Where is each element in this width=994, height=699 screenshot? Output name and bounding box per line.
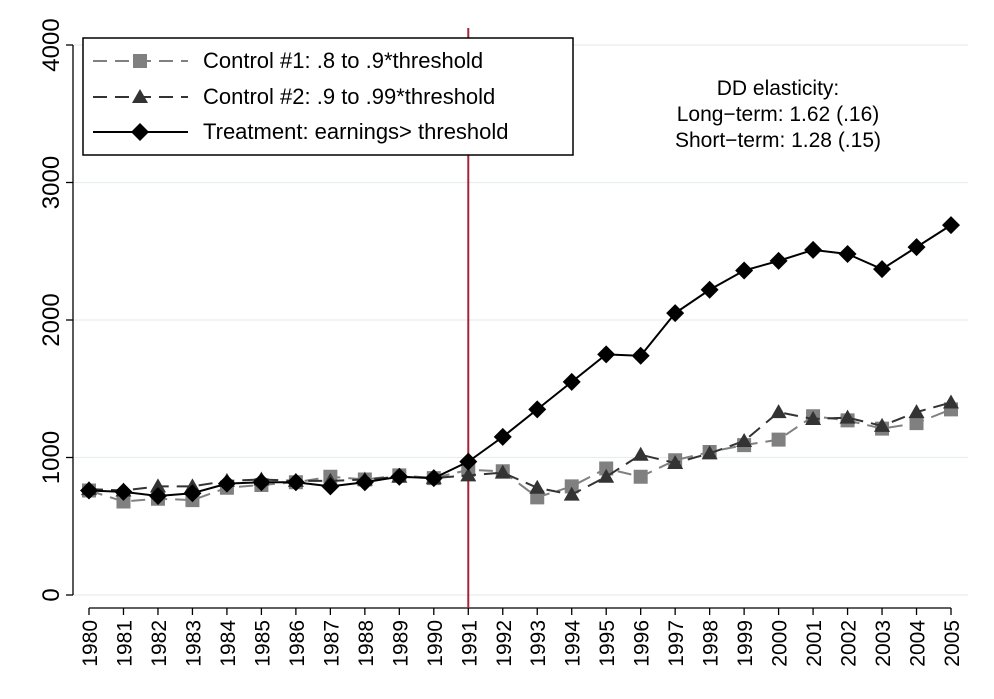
annotation-title: DD elasticity: <box>717 77 840 100</box>
point-treatment-1983 <box>183 484 202 503</box>
y-tick-label-4000: 4000 <box>38 18 65 71</box>
point-control-2-2003 <box>874 417 891 432</box>
series-layer <box>80 28 960 608</box>
annotation: DD elasticity: Long−term: 1.62 (.16) Sho… <box>675 77 881 152</box>
legend-marker-control-1 <box>133 54 147 68</box>
y-tick-label-3000: 3000 <box>38 156 65 209</box>
x-tick-label-1998: 1998 <box>700 620 723 667</box>
point-treatment-2002 <box>838 245 857 263</box>
point-control-2-2005 <box>943 394 959 409</box>
point-control-2-1991 <box>460 467 477 482</box>
point-treatment-1998 <box>700 280 719 299</box>
point-control-2-1995 <box>598 468 615 483</box>
point-treatment-1996 <box>631 346 650 365</box>
point-control-2-2001 <box>805 411 822 425</box>
x-tick-label-1995: 1995 <box>596 620 619 667</box>
legend-label-control-2: Control #2: .9 to .99*threshold <box>203 84 495 109</box>
y-tick-label-1000: 1000 <box>38 431 65 484</box>
point-control-1-1981 <box>116 494 131 509</box>
point-treatment-1992 <box>493 427 512 446</box>
point-treatment-1985 <box>252 473 271 492</box>
point-control-1-1995 <box>599 461 614 476</box>
point-treatment-2005 <box>942 216 960 235</box>
x-tick-label-1984: 1984 <box>217 620 240 667</box>
x-tick-label-2002: 2002 <box>838 620 861 667</box>
x-tick-label-2001: 2001 <box>803 620 826 667</box>
x-tick-label-1994: 1994 <box>562 620 585 667</box>
point-treatment-1995 <box>597 345 616 364</box>
x-tick-label-2004: 2004 <box>907 620 930 667</box>
point-control-2-1982 <box>149 478 166 493</box>
point-treatment-1981 <box>114 482 133 501</box>
point-treatment-1987 <box>321 477 340 496</box>
annotation-short-term: Short−term: 1.28 (.15) <box>675 129 881 152</box>
point-control-1-2004 <box>909 416 924 431</box>
point-control-2-1996 <box>632 446 649 461</box>
x-tick-label-1990: 1990 <box>424 620 447 667</box>
x-tick-label-1983: 1983 <box>182 620 205 667</box>
x-tick-label-2000: 2000 <box>769 620 792 667</box>
x-tick-label-1980: 1980 <box>79 620 102 667</box>
x-tick-label-1993: 1993 <box>527 620 550 667</box>
annotation-long-term: Long−term: 1.62 (.16) <box>677 103 880 126</box>
point-control-2-1998 <box>701 445 718 460</box>
point-treatment-2003 <box>873 260 892 279</box>
point-treatment-1986 <box>286 473 305 492</box>
x-tick-label-1988: 1988 <box>355 620 378 667</box>
x-tick-label-1987: 1987 <box>320 620 343 667</box>
grid <box>73 44 968 596</box>
x-tick-label-1991: 1991 <box>458 620 481 667</box>
point-treatment-1997 <box>666 304 685 323</box>
x-tick-label-2003: 2003 <box>872 620 895 667</box>
point-control-2-2004 <box>908 404 925 419</box>
point-control-2-2002 <box>839 409 856 424</box>
point-control-2-1999 <box>736 433 753 447</box>
point-treatment-1994 <box>562 372 581 391</box>
legend-label-control-1: Control #1: .8 to .9*threshold <box>203 48 483 73</box>
point-treatment-2000 <box>769 251 788 270</box>
point-treatment-1993 <box>528 400 547 419</box>
x-tick-label-1996: 1996 <box>631 620 654 667</box>
point-control-1-1994 <box>564 479 579 494</box>
point-control-1-2000 <box>771 432 786 447</box>
point-control-2-1994 <box>563 486 580 501</box>
point-control-1-1996 <box>633 469 648 484</box>
x-tick-label-1982: 1982 <box>148 620 171 667</box>
point-treatment-1990 <box>424 469 443 488</box>
point-treatment-1988 <box>355 473 374 492</box>
y-tick-label-2000: 2000 <box>38 293 65 346</box>
x-tick-label-1985: 1985 <box>251 620 274 667</box>
x-tick-label-1986: 1986 <box>286 620 309 667</box>
x-tick-label-1981: 1981 <box>113 620 136 667</box>
y-tick-label-0: 0 <box>38 588 65 601</box>
point-control-2-2000 <box>770 404 787 419</box>
point-control-1-1993 <box>530 490 545 505</box>
point-control-2-1997 <box>667 455 684 469</box>
x-tick-label-1989: 1989 <box>389 620 412 667</box>
point-control-2-1993 <box>529 479 546 494</box>
point-treatment-2001 <box>804 240 823 259</box>
axes: 0 1000 2000 3000 4000 1980 1981 1982 1983 1984 198… <box>38 18 964 666</box>
x-tick-label-2005: 2005 <box>941 620 964 667</box>
legend-label-treatment: Treatment: earnings> threshold <box>203 119 509 144</box>
series-treatment <box>80 216 960 505</box>
point-treatment-1984 <box>217 474 236 493</box>
legend-marker-control-2 <box>132 89 148 103</box>
point-treatment-1989 <box>390 467 409 486</box>
legend-marker-treatment <box>131 123 149 141</box>
legend: Control #1: .8 to .9*threshold Control #… <box>82 37 574 156</box>
point-treatment-1991 <box>459 452 478 471</box>
x-tick-label-1999: 1999 <box>734 620 757 667</box>
point-treatment-1999 <box>735 261 754 280</box>
point-treatment-1982 <box>148 487 167 505</box>
x-tick-label-1992: 1992 <box>493 620 516 667</box>
point-treatment-2004 <box>907 238 926 257</box>
x-tick-label-1997: 1997 <box>665 620 688 667</box>
point-treatment-1980 <box>80 481 98 500</box>
point-control-2-1992 <box>494 464 511 479</box>
